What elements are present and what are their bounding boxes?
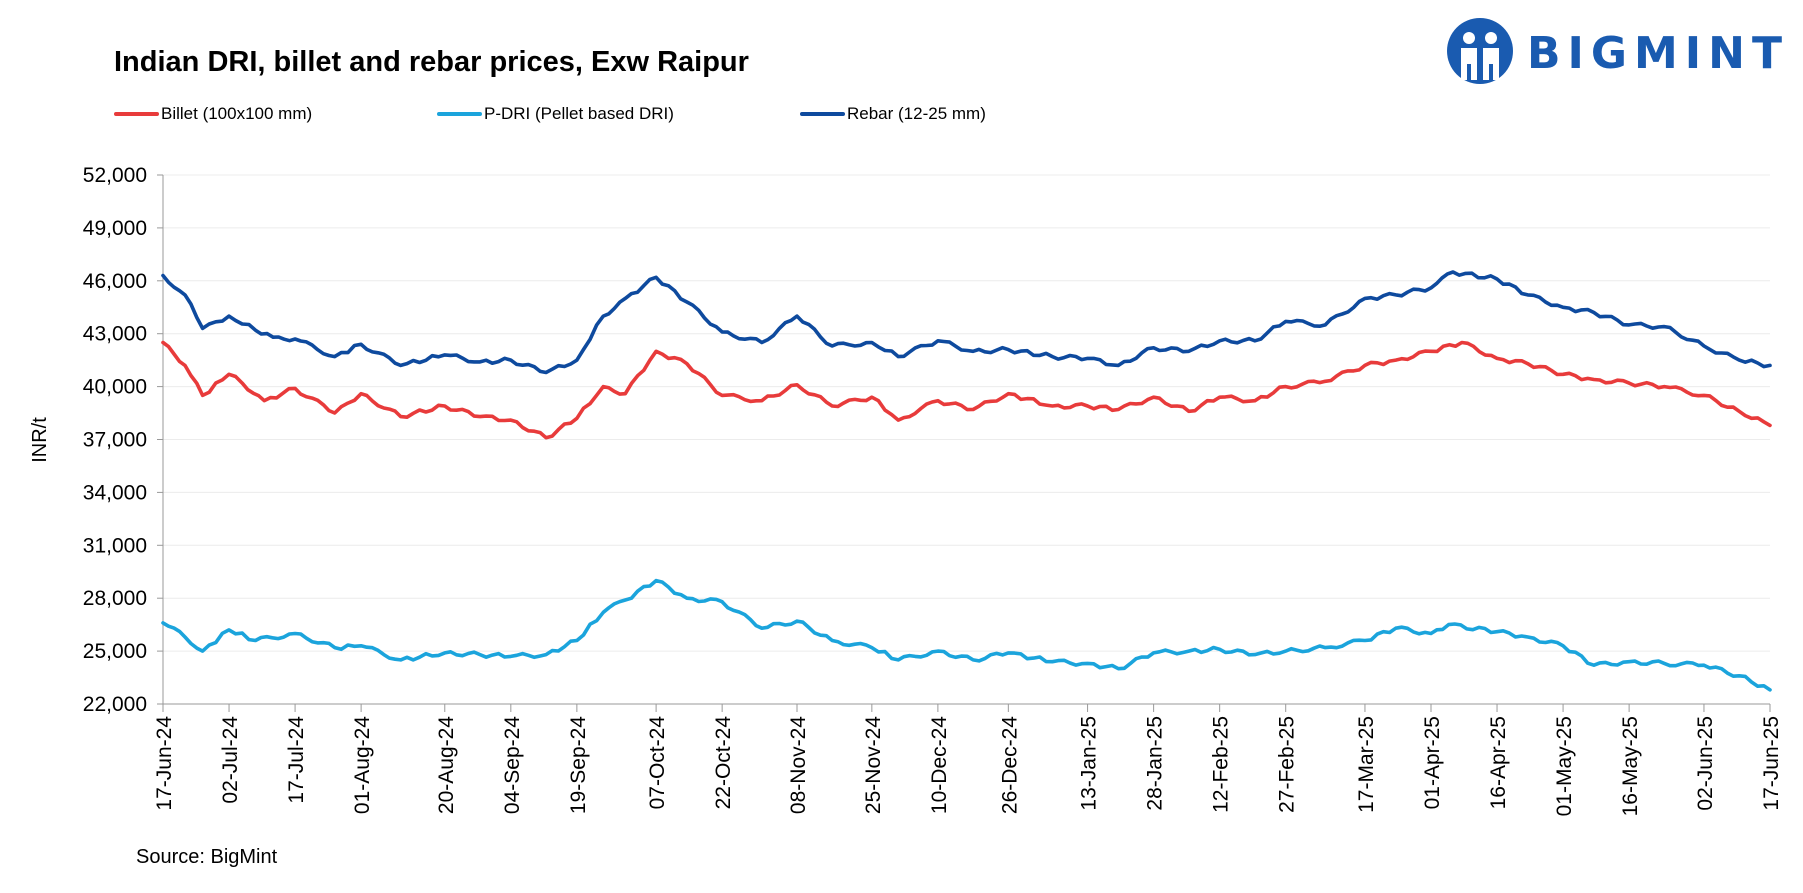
- legend-label: Billet (100x100 mm): [161, 104, 313, 123]
- chart-title: Indian DRI, billet and rebar prices, Exw…: [114, 46, 749, 78]
- axes: [157, 174, 1771, 712]
- x-tick-label: 26-Dec-24: [998, 716, 1021, 814]
- x-tick-label: 01-Aug-24: [351, 716, 374, 814]
- x-tick-label: 17-Jun-24: [153, 716, 176, 811]
- legend-item-billet: Billet (100x100 mm): [114, 104, 312, 124]
- brand-logo: BIGMINT: [1445, 16, 1790, 86]
- legend-label: Rebar (12-25 mm): [847, 104, 986, 123]
- x-tick-label: 19-Sep-24: [567, 716, 590, 814]
- brand-name: BIGMINT: [1527, 28, 1790, 79]
- x-tick-label: 16-Apr-25: [1487, 716, 1510, 809]
- legend-item-rebar: Rebar (12-25 mm): [800, 104, 986, 124]
- y-tick-label: 25,000: [83, 640, 147, 663]
- x-tick-label: 12-Feb-25: [1210, 716, 1233, 813]
- legend-swatch: [114, 112, 159, 116]
- x-tick-label: 16-May-25: [1619, 716, 1642, 816]
- y-tick-label: 37,000: [83, 429, 147, 452]
- series-line-rebar: [161, 270, 1772, 375]
- series-line-billet: [161, 340, 1772, 440]
- source-note: Source: BigMint: [136, 846, 278, 868]
- y-tick-labels: 52,000 49,000 46,000 43,000 40,000 37,000 34,0…: [83, 164, 147, 716]
- x-tick-label: 01-May-25: [1553, 716, 1576, 816]
- x-tick-label: 17-Jul-24: [285, 716, 308, 804]
- y-tick-label: 31,000: [83, 534, 147, 557]
- y-tick-label: 22,000: [83, 693, 147, 716]
- x-tick-label: 10-Dec-24: [928, 716, 951, 814]
- y-tick-label: 46,000: [83, 270, 147, 293]
- x-tick-label: 25-Nov-24: [862, 716, 885, 814]
- y-tick-label: 28,000: [83, 587, 147, 610]
- chart-legend: Billet (100x100 mm) P-DRI (Pellet based …: [0, 104, 1100, 128]
- y-axis-label: INR/t: [29, 417, 51, 463]
- x-tick-label: 01-Apr-25: [1421, 716, 1444, 809]
- legend-item-pdri: P-DRI (Pellet based DRI): [437, 104, 674, 124]
- x-tick-label: 02-Jul-24: [219, 716, 242, 804]
- x-tick-label: 20-Aug-24: [435, 716, 458, 814]
- legend-swatch: [800, 112, 845, 116]
- x-tick-label: 04-Sep-24: [501, 716, 524, 814]
- y-tick-label: 34,000: [83, 481, 147, 504]
- y-tick-label: 40,000: [83, 376, 147, 399]
- series-line-p-dri: [161, 578, 1772, 692]
- x-tick-label: 17-Mar-25: [1355, 716, 1378, 813]
- y-tick-label: 49,000: [83, 217, 147, 240]
- x-tick-label: 08-Nov-24: [787, 716, 810, 814]
- x-tick-label: 07-Oct-24: [646, 716, 669, 810]
- series-lines: [161, 270, 1772, 692]
- legend-swatch: [437, 112, 482, 116]
- y-tick-label: 52,000: [83, 164, 147, 187]
- x-tick-labels: 17-Jun-24 02-Jul-24 17-Jul-24 01-Aug-24 20-A…: [153, 716, 1783, 817]
- gridlines: [163, 174, 1770, 652]
- x-tick-label: 13-Jan-25: [1078, 716, 1101, 811]
- legend-label: P-DRI (Pellet based DRI): [484, 104, 674, 123]
- x-tick-label: 02-Jun-25: [1694, 716, 1717, 811]
- x-tick-label: 28-Jan-25: [1144, 716, 1167, 811]
- x-tick-label: 22-Oct-24: [712, 716, 735, 810]
- x-tick-label: 17-Jun-25: [1760, 716, 1783, 811]
- y-tick-label: 43,000: [83, 323, 147, 346]
- bigmint-logo-icon: [1447, 18, 1513, 84]
- x-tick-label: 27-Feb-25: [1276, 716, 1299, 813]
